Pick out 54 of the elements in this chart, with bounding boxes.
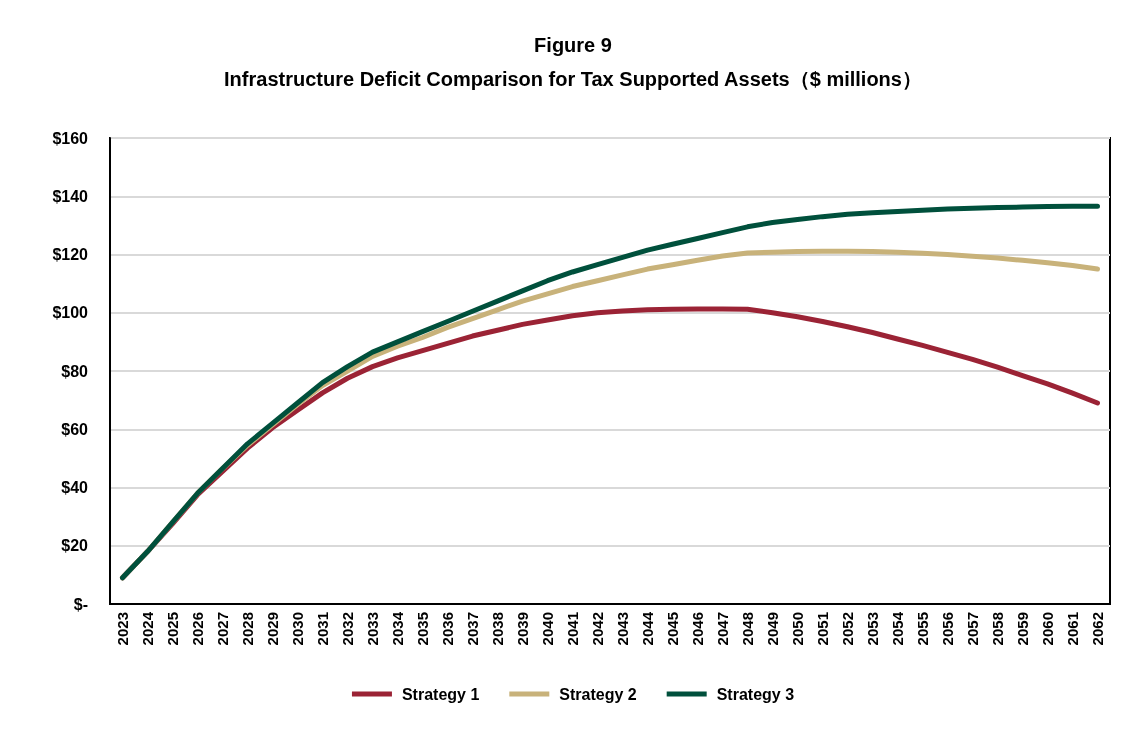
x-tick-label: 2062: [1089, 612, 1106, 646]
y-tick-label: $100: [52, 304, 89, 322]
x-tick-label: 2024: [139, 611, 156, 646]
x-tick-label: 2035: [414, 612, 431, 646]
x-tick-label: 2040: [539, 612, 556, 646]
y-tick-label: $20: [61, 537, 89, 555]
x-tick-label: 2049: [764, 612, 781, 646]
x-tick-label: 2058: [989, 612, 1006, 646]
x-tick-label: 2060: [1039, 612, 1056, 646]
y-tick-label: $140: [52, 187, 89, 205]
y-tick-label: $120: [52, 246, 89, 263]
x-tick-label: 2034: [389, 611, 406, 646]
x-tick-label: 2037: [464, 612, 481, 646]
x-tick-label: 2043: [614, 612, 631, 646]
x-tick-label: 2052: [839, 612, 856, 646]
chart-title: Figure 9: [534, 34, 612, 56]
x-tick-label: 2045: [664, 612, 681, 646]
x-tick-label: 2061: [1064, 612, 1081, 646]
x-tick-label: 2056: [939, 612, 956, 646]
y-tick-label: $160: [52, 129, 89, 147]
x-tick-label: 2027: [214, 612, 231, 646]
legend-label: Strategy 1: [401, 685, 480, 703]
legend-label: Strategy 2: [559, 685, 637, 703]
y-tick-label: $-: [73, 595, 88, 613]
x-tick-label: 2031: [314, 612, 331, 646]
x-tick-label: 2048: [739, 612, 756, 646]
x-tick-label: 2046: [689, 612, 706, 646]
x-tick-label: 2033: [364, 612, 381, 646]
x-tick-label: 2050: [789, 612, 806, 646]
x-tick-label: 2044: [639, 611, 656, 646]
x-tick-label: 2032: [339, 612, 356, 646]
x-tick-label: 2057: [964, 612, 981, 646]
x-tick-label: 2053: [864, 612, 881, 646]
y-tick-label: $60: [61, 420, 89, 438]
x-tick-label: 2030: [289, 612, 306, 646]
chart-subtitle: Infrastructure Deficit Comparison for Tax Supported Assets（$ millions）: [224, 68, 922, 90]
x-tick-label: 2036: [439, 612, 456, 646]
y-tick-label: $40: [61, 479, 89, 496]
x-tick-label: 2051: [814, 612, 831, 646]
x-tick-label: 2055: [914, 612, 931, 646]
x-tick-label: 2054: [889, 611, 906, 646]
x-tick-label: 2039: [514, 612, 531, 646]
x-tick-label: 2042: [589, 612, 606, 646]
x-tick-label: 2025: [164, 612, 181, 646]
y-tick-label: $80: [61, 362, 89, 380]
x-tick-label: 2029: [264, 612, 281, 646]
x-tick-label: 2038: [489, 612, 506, 646]
x-tick-label: 2028: [239, 612, 256, 646]
x-tick-label: 2041: [564, 612, 581, 646]
x-tick-label: 2059: [1014, 612, 1031, 646]
legend-label: Strategy 3: [716, 685, 795, 703]
x-tick-label: 2047: [714, 612, 731, 646]
x-tick-label: 2026: [189, 612, 206, 646]
x-tick-label: 2023: [114, 612, 131, 646]
